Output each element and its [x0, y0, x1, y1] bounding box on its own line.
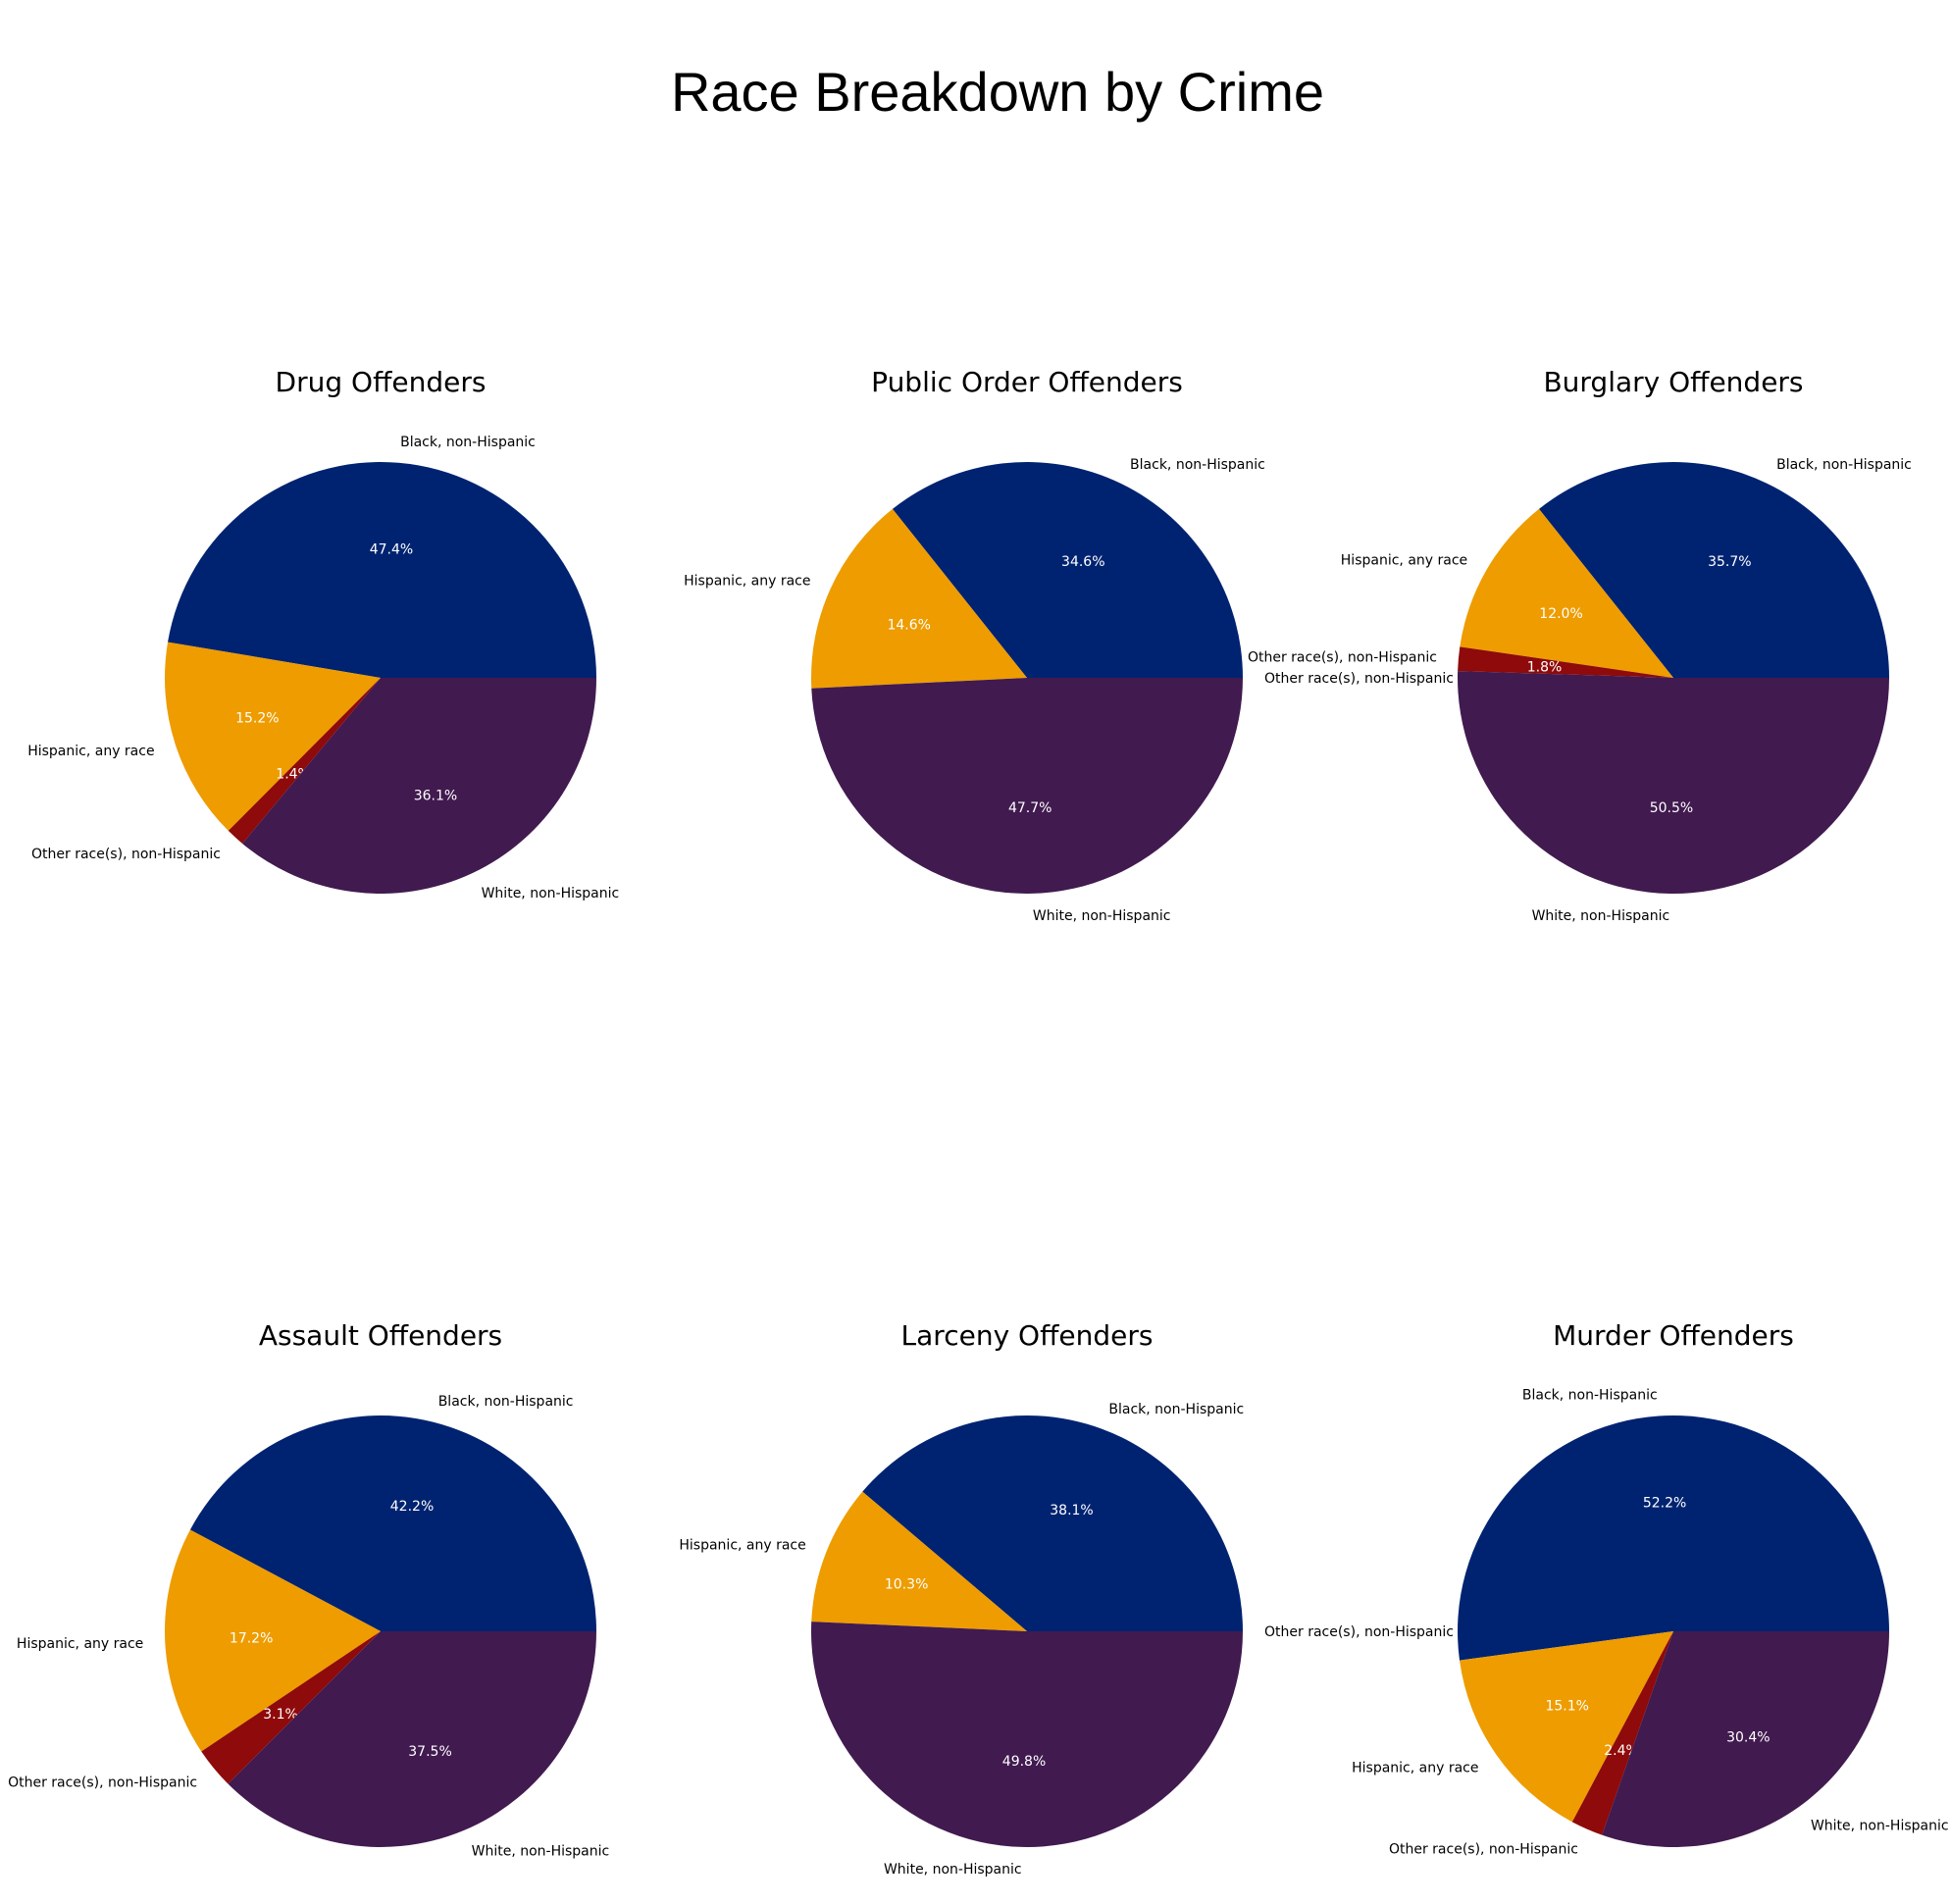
- slice-label: White, non-Hispanic: [1811, 1818, 1949, 1833]
- slice-percent: 52.2%: [1643, 1495, 1686, 1511]
- slice-percent: 10.3%: [885, 1577, 928, 1593]
- slice-percent: 12.0%: [1539, 606, 1582, 622]
- slice-black-non-hispanic: [189, 1415, 596, 1631]
- slice-label: White, non-Hispanic: [1532, 908, 1670, 924]
- slice-black-non-hispanic: [1457, 1415, 1889, 1661]
- slice-black-non-hispanic: [168, 462, 597, 678]
- slice-percent: 15.2%: [235, 710, 279, 726]
- slice-percent: 35.7%: [1708, 554, 1751, 570]
- slice-white-non-hispanic: [242, 678, 596, 894]
- pie-title: Larceny Offenders: [901, 1319, 1154, 1352]
- pie-title: Burglary Offenders: [1543, 366, 1803, 398]
- slice-percent: 42.2%: [390, 1499, 434, 1515]
- slice-white-non-hispanic: [1458, 671, 1890, 895]
- pie-murder-offenders: Murder Offenders Black, non-Hispanic 52.2%…: [1352, 1319, 1948, 1858]
- pie-public-order-offenders: Public Order Offenders Other race(s), non…: [684, 366, 1454, 924]
- slice-percent: 47.7%: [1008, 800, 1052, 816]
- slice-percent: 17.2%: [230, 1631, 273, 1647]
- slice-label: Other race(s), non-Hispanic: [8, 1775, 197, 1791]
- slice-label: White, non-Hispanic: [472, 1844, 610, 1860]
- slice-other-race-s-non-hispanic: [1458, 646, 1673, 678]
- slice-label: White, non-Hispanic: [884, 1862, 1022, 1878]
- slice-percent: 38.1%: [1050, 1503, 1093, 1518]
- pie-title: Murder Offenders: [1553, 1319, 1794, 1352]
- slice-label: Other race(s), non-Hispanic: [1264, 1624, 1454, 1640]
- slice-label: Black, non-Hispanic: [1108, 1402, 1244, 1417]
- slice-other-race-s-non-hispanic: [1571, 1631, 1673, 1835]
- slice-label: Black, non-Hispanic: [1130, 457, 1265, 473]
- pie-larceny-offenders: Larceny Offenders Other race(s), non-Hisp…: [679, 1319, 1454, 1878]
- slice-label: Hispanic, any race: [684, 573, 810, 589]
- pie-title: Public Order Offenders: [871, 366, 1183, 398]
- slice-label: Other race(s), non-Hispanic: [1248, 650, 1437, 666]
- slice-white-non-hispanic: [811, 1621, 1243, 1847]
- slice-percent: 36.1%: [414, 789, 457, 804]
- figure-title: Race Breakdown by Crime: [671, 61, 1324, 123]
- slice-hispanic-any-race: [1460, 508, 1673, 678]
- slice-white-non-hispanic: [1602, 1631, 1889, 1848]
- slice-label: White, non-Hispanic: [482, 886, 620, 901]
- slice-percent: 1.8%: [1527, 659, 1563, 675]
- pie-title: Drug Offenders: [276, 366, 487, 398]
- slice-percent: 49.8%: [1002, 1754, 1046, 1770]
- slice-percent: 15.1%: [1545, 1699, 1588, 1715]
- slice-percent: 37.5%: [408, 1744, 451, 1760]
- slice-hispanic-any-race: [810, 508, 1027, 689]
- slice-label: White, non-Hispanic: [1033, 908, 1171, 924]
- slice-white-non-hispanic: [811, 678, 1243, 894]
- slice-label: Hispanic, any race: [679, 1538, 805, 1554]
- slice-label: Other race(s), non-Hispanic: [1264, 671, 1454, 687]
- slice-percent: 14.6%: [887, 618, 930, 634]
- slice-black-non-hispanic: [892, 461, 1243, 678]
- slice-label: Hispanic, any race: [17, 1636, 143, 1652]
- slice-percent: 47.4%: [370, 541, 413, 557]
- slice-black-non-hispanic: [1538, 461, 1889, 678]
- slice-black-non-hispanic: [862, 1415, 1243, 1631]
- slice-other-race-s-non-hispanic: [228, 678, 381, 844]
- slice-label: Black, non-Hispanic: [438, 1394, 574, 1410]
- slice-hispanic-any-race: [165, 1529, 381, 1752]
- slice-percent: 34.6%: [1061, 554, 1104, 570]
- slice-label: Hispanic, any race: [1352, 1760, 1478, 1775]
- slice-percent: 30.4%: [1726, 1730, 1770, 1746]
- slice-percent: 3.1%: [263, 1707, 298, 1723]
- slice-label: Hispanic, any race: [27, 744, 154, 759]
- pie-assault-offenders: Assault Offenders Black, non-Hispanic 42.2…: [8, 1319, 609, 1860]
- slice-percent: 50.5%: [1650, 800, 1693, 816]
- slice-white-non-hispanic: [228, 1631, 596, 1847]
- slice-label: Black, non-Hispanic: [400, 435, 536, 450]
- slice-label: Hispanic, any race: [1341, 552, 1467, 568]
- pie-title: Assault Offenders: [259, 1319, 502, 1352]
- slice-hispanic-any-race: [165, 642, 381, 831]
- slice-label: Other race(s), non-Hispanic: [31, 847, 221, 862]
- slice-hispanic-any-race: [1460, 1631, 1673, 1823]
- slice-label: Black, non-Hispanic: [1522, 1388, 1658, 1404]
- pie-burglary-offenders: Burglary Offenders Black, non-Hispanic 35.…: [1248, 366, 1912, 924]
- slice-other-race-s-non-hispanic: [201, 1631, 381, 1784]
- slice-label: Other race(s), non-Hispanic: [1389, 1842, 1578, 1858]
- slice-label: Black, non-Hispanic: [1776, 457, 1912, 473]
- pie-drug-offenders: Drug Offenders Black, non-Hispanic 47.4% Hi…: [27, 366, 619, 901]
- slice-hispanic-any-race: [811, 1491, 1027, 1631]
